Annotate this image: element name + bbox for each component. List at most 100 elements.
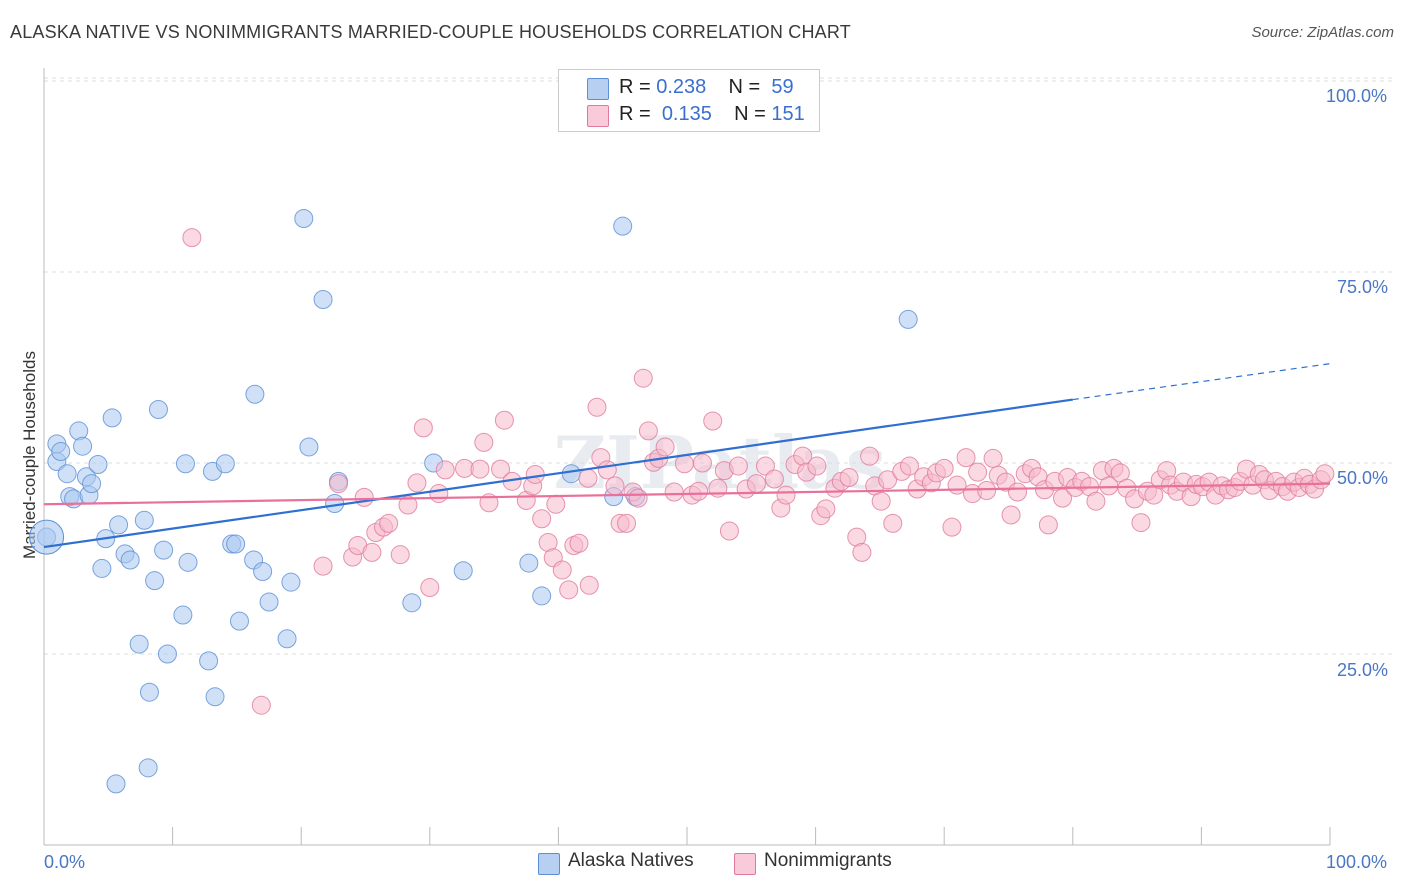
nonimmigrants-point bbox=[525, 464, 545, 484]
y-tick-label: 100.0% bbox=[1326, 86, 1388, 106]
alaska-natives-point bbox=[51, 442, 71, 462]
alaska-natives-point bbox=[178, 552, 198, 572]
y-tick-label: 50.0% bbox=[1337, 468, 1389, 488]
nonimmigrants-point bbox=[182, 228, 202, 248]
alaska-natives-point bbox=[92, 558, 112, 578]
alaska-natives-point bbox=[148, 400, 168, 420]
legend-n-label: N = bbox=[734, 103, 766, 125]
nonimmigrants-point bbox=[633, 368, 653, 388]
alaska-natives-point bbox=[88, 455, 108, 475]
nonimmigrants-point bbox=[435, 460, 455, 480]
correlation-legend: R = 0.238 N = 59 R = 0.135 N = 151 bbox=[558, 69, 820, 132]
bottom-legend-swatch-pink bbox=[734, 853, 756, 875]
nonimmigrants-point bbox=[474, 432, 494, 452]
alaska-natives-point bbox=[294, 209, 314, 229]
alaska-natives-point bbox=[313, 290, 333, 310]
nonimmigrants-point bbox=[983, 448, 1003, 468]
alaska-natives-point bbox=[109, 515, 129, 535]
alaska-natives-trendline-extension bbox=[1072, 363, 1331, 401]
nonimmigrants-point bbox=[883, 513, 903, 533]
alaska-natives-point bbox=[120, 550, 140, 570]
alaska-natives-point bbox=[299, 437, 319, 457]
alaska-natives-point bbox=[57, 464, 77, 484]
alaska-natives-point bbox=[613, 216, 633, 236]
legend-n-value-pink: 151 bbox=[771, 103, 805, 125]
nonimmigrants-point bbox=[407, 473, 427, 493]
legend-n-value-blue: 59 bbox=[771, 76, 794, 98]
bottom-legend-label-blue: Alaska Natives bbox=[568, 850, 694, 871]
nonimmigrants-point bbox=[546, 494, 566, 514]
nonimmigrants-point bbox=[362, 542, 382, 562]
nonimmigrants-point bbox=[587, 397, 607, 417]
legend-r-value-blue: 0.238 bbox=[656, 76, 707, 98]
nonimmigrants-point bbox=[674, 454, 694, 474]
nonimmigrants-point bbox=[638, 421, 658, 441]
legend-swatch-pink bbox=[587, 105, 609, 127]
nonimmigrants-point bbox=[746, 474, 766, 494]
nonimmigrants-point bbox=[1038, 515, 1058, 535]
nonimmigrants-point bbox=[977, 481, 997, 501]
alaska-natives-point bbox=[199, 651, 219, 671]
alaska-natives-point bbox=[82, 474, 102, 494]
bottom-legend-swatch-blue bbox=[538, 853, 560, 875]
nonimmigrants-point bbox=[597, 460, 617, 480]
alaska-natives-point bbox=[215, 454, 235, 474]
nonimmigrants-point bbox=[1131, 513, 1151, 533]
nonimmigrants-point bbox=[251, 695, 271, 715]
legend-n-label: N = bbox=[728, 76, 761, 98]
alaska-natives-point bbox=[134, 510, 154, 530]
legend-swatch-blue bbox=[587, 78, 609, 100]
alaska-natives-point bbox=[259, 592, 279, 612]
nonimmigrants-point bbox=[429, 484, 449, 504]
alaska-natives-trendline bbox=[43, 398, 1073, 549]
nonimmigrants-point bbox=[559, 580, 579, 600]
nonimmigrants-point bbox=[1086, 491, 1106, 511]
alaska-natives-point bbox=[253, 561, 273, 581]
alaska-natives-point bbox=[129, 634, 149, 654]
nonimmigrants-point bbox=[579, 575, 599, 595]
nonimmigrants-point bbox=[390, 545, 410, 565]
nonimmigrants-point bbox=[776, 485, 796, 505]
alaska-natives-point bbox=[226, 534, 246, 554]
nonimmigrants-point bbox=[494, 410, 514, 430]
nonimmigrants-point bbox=[628, 488, 648, 508]
nonimmigrants-point bbox=[816, 499, 836, 519]
nonimmigrants-point bbox=[552, 560, 572, 580]
nonimmigrants-point bbox=[956, 448, 976, 468]
nonimmigrants-point bbox=[398, 495, 418, 515]
alaska-natives-point bbox=[173, 605, 193, 625]
nonimmigrants-point bbox=[1008, 482, 1028, 502]
alaska-natives-point bbox=[175, 454, 195, 474]
alaska-natives-point bbox=[229, 611, 249, 631]
nonimmigrants-point bbox=[420, 578, 440, 598]
alaska-natives-point bbox=[245, 384, 265, 404]
alaska-natives-point bbox=[154, 540, 174, 560]
nonimmigrants-point bbox=[569, 533, 589, 553]
legend-r-value-pink: 0.135 bbox=[661, 103, 712, 125]
nonimmigrants-point bbox=[692, 453, 712, 473]
alaska-natives-point bbox=[145, 571, 165, 591]
nonimmigrants-point bbox=[1053, 488, 1073, 508]
alaska-natives-point bbox=[73, 436, 93, 456]
nonimmigrants-point bbox=[328, 474, 348, 494]
alaska-natives-point bbox=[281, 572, 301, 592]
legend-r-label: R = bbox=[619, 103, 651, 125]
nonimmigrants-point bbox=[703, 411, 723, 431]
nonimmigrants-point bbox=[491, 459, 511, 479]
alaska-natives-point bbox=[402, 593, 422, 613]
nonimmigrants-point bbox=[354, 487, 374, 507]
alaska-natives-point bbox=[519, 553, 539, 573]
alaska-natives-point bbox=[157, 644, 177, 664]
alaska-natives-point bbox=[277, 629, 297, 649]
alaska-natives-point bbox=[453, 561, 473, 581]
nonimmigrants-point bbox=[689, 481, 709, 501]
nonimmigrants-point bbox=[1001, 505, 1021, 525]
x-tick-label-min: 0.0% bbox=[44, 852, 86, 872]
nonimmigrants-point bbox=[764, 469, 784, 489]
y-tick-label: 75.0% bbox=[1337, 277, 1389, 297]
y-tick-label: 25.0% bbox=[1337, 660, 1389, 680]
alaska-natives-point bbox=[561, 464, 581, 484]
nonimmigrants-point bbox=[942, 517, 962, 537]
nonimmigrants-point bbox=[664, 482, 684, 502]
source-label: Source: ZipAtlas.com bbox=[1251, 24, 1394, 41]
